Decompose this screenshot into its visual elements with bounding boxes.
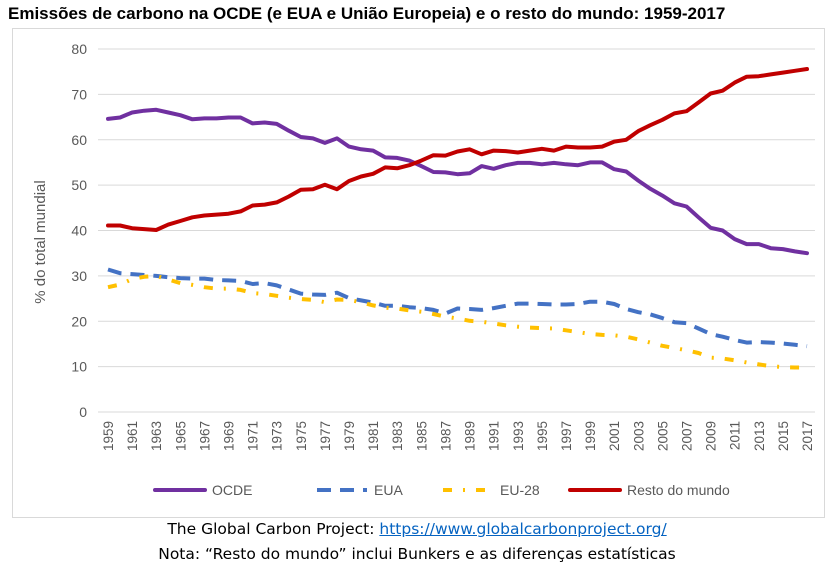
x-tick-label: 2001 — [607, 421, 622, 451]
x-tick-labels: 1959 1961 1963 1965 1967 1969 1971 1973 1975 1977… — [101, 421, 815, 451]
x-tick-label: 1977 — [318, 421, 333, 451]
series-line-resto-do-mundo — [106, 67, 809, 232]
x-tick-label: 1971 — [246, 421, 261, 451]
x-tick-label: 2015 — [776, 421, 791, 451]
x-tick-label: 1973 — [270, 421, 285, 451]
y-tick-label: 50 — [71, 177, 87, 193]
x-tick-label: 1967 — [197, 421, 212, 451]
x-tick-label: 1997 — [559, 421, 574, 451]
x-tick-label: 1979 — [342, 421, 357, 451]
gridlines — [98, 48, 815, 413]
y-tick-label: 70 — [71, 86, 87, 102]
x-tick-label: 1961 — [125, 421, 140, 451]
x-tick-label: 1991 — [487, 421, 502, 451]
y-tick-label: 30 — [71, 268, 87, 284]
x-tick-label: 1985 — [414, 421, 429, 451]
legend-item: Resto do mundo — [568, 482, 730, 498]
source-prefix: The Global Carbon Project: — [167, 520, 380, 538]
y-tick-label: 80 — [71, 41, 87, 57]
x-tick-label: 1983 — [390, 421, 405, 451]
x-tick-label: 2005 — [655, 421, 670, 451]
source-link[interactable]: https://www.globalcarbonproject.org/ — [379, 520, 667, 538]
source-line: The Global Carbon Project: https://www.g… — [0, 520, 834, 538]
x-tick-label: 2013 — [752, 421, 767, 451]
x-tick-label: 1989 — [463, 421, 478, 451]
footnote: Nota: “Resto do mundo” inclui Bunkers e … — [158, 545, 676, 563]
x-tick-label: 1959 — [101, 421, 116, 451]
y-tick-labels: 0 10 20 30 40 50 60 70 80 — [71, 41, 87, 420]
x-tick-label: 1993 — [511, 421, 526, 451]
x-tick-label: 2017 — [800, 421, 815, 451]
y-tick-label: 40 — [71, 223, 87, 239]
x-tick-label: 1995 — [535, 421, 550, 451]
series-line-ocde — [106, 107, 809, 256]
x-tick-label: 1999 — [583, 421, 598, 451]
x-tick-label: 2003 — [631, 421, 646, 451]
legend-label: EU-28 — [500, 482, 540, 498]
x-tick-label: 1987 — [438, 421, 453, 451]
x-tick-label: 2011 — [728, 421, 743, 450]
y-tick-label: 10 — [71, 359, 87, 375]
legend-label: OCDE — [212, 482, 252, 498]
series-lines — [106, 67, 809, 370]
x-tick-label: 1963 — [149, 421, 164, 451]
y-tick-label: 20 — [71, 313, 87, 329]
y-tick-label: 0 — [79, 404, 87, 420]
legend-label: EUA — [374, 482, 403, 498]
legend-item: EU-28 — [443, 482, 540, 498]
x-tick-label: 2007 — [679, 421, 694, 451]
legend-item: OCDE — [153, 482, 252, 498]
x-tick-label: 1969 — [222, 421, 237, 451]
x-tick-label: 1965 — [173, 421, 188, 451]
series-line-eu-28 — [107, 273, 807, 370]
chart-title: Emissões de carbono na OCDE (e EUA e Uni… — [8, 4, 726, 23]
y-axis-label: % do total mundial — [32, 180, 49, 303]
series-line-eua — [107, 267, 808, 349]
x-tick-label: 1981 — [366, 421, 381, 451]
chart-frame — [12, 28, 825, 518]
x-tick-label: 2009 — [704, 421, 719, 451]
y-tick-label: 60 — [71, 132, 87, 148]
legend-item: EUA — [317, 482, 403, 498]
x-tick-label: 1975 — [294, 421, 309, 451]
legend-label: Resto do mundo — [627, 482, 730, 498]
legend: OCDE EUA EU-28 Resto do mundo — [153, 482, 730, 498]
